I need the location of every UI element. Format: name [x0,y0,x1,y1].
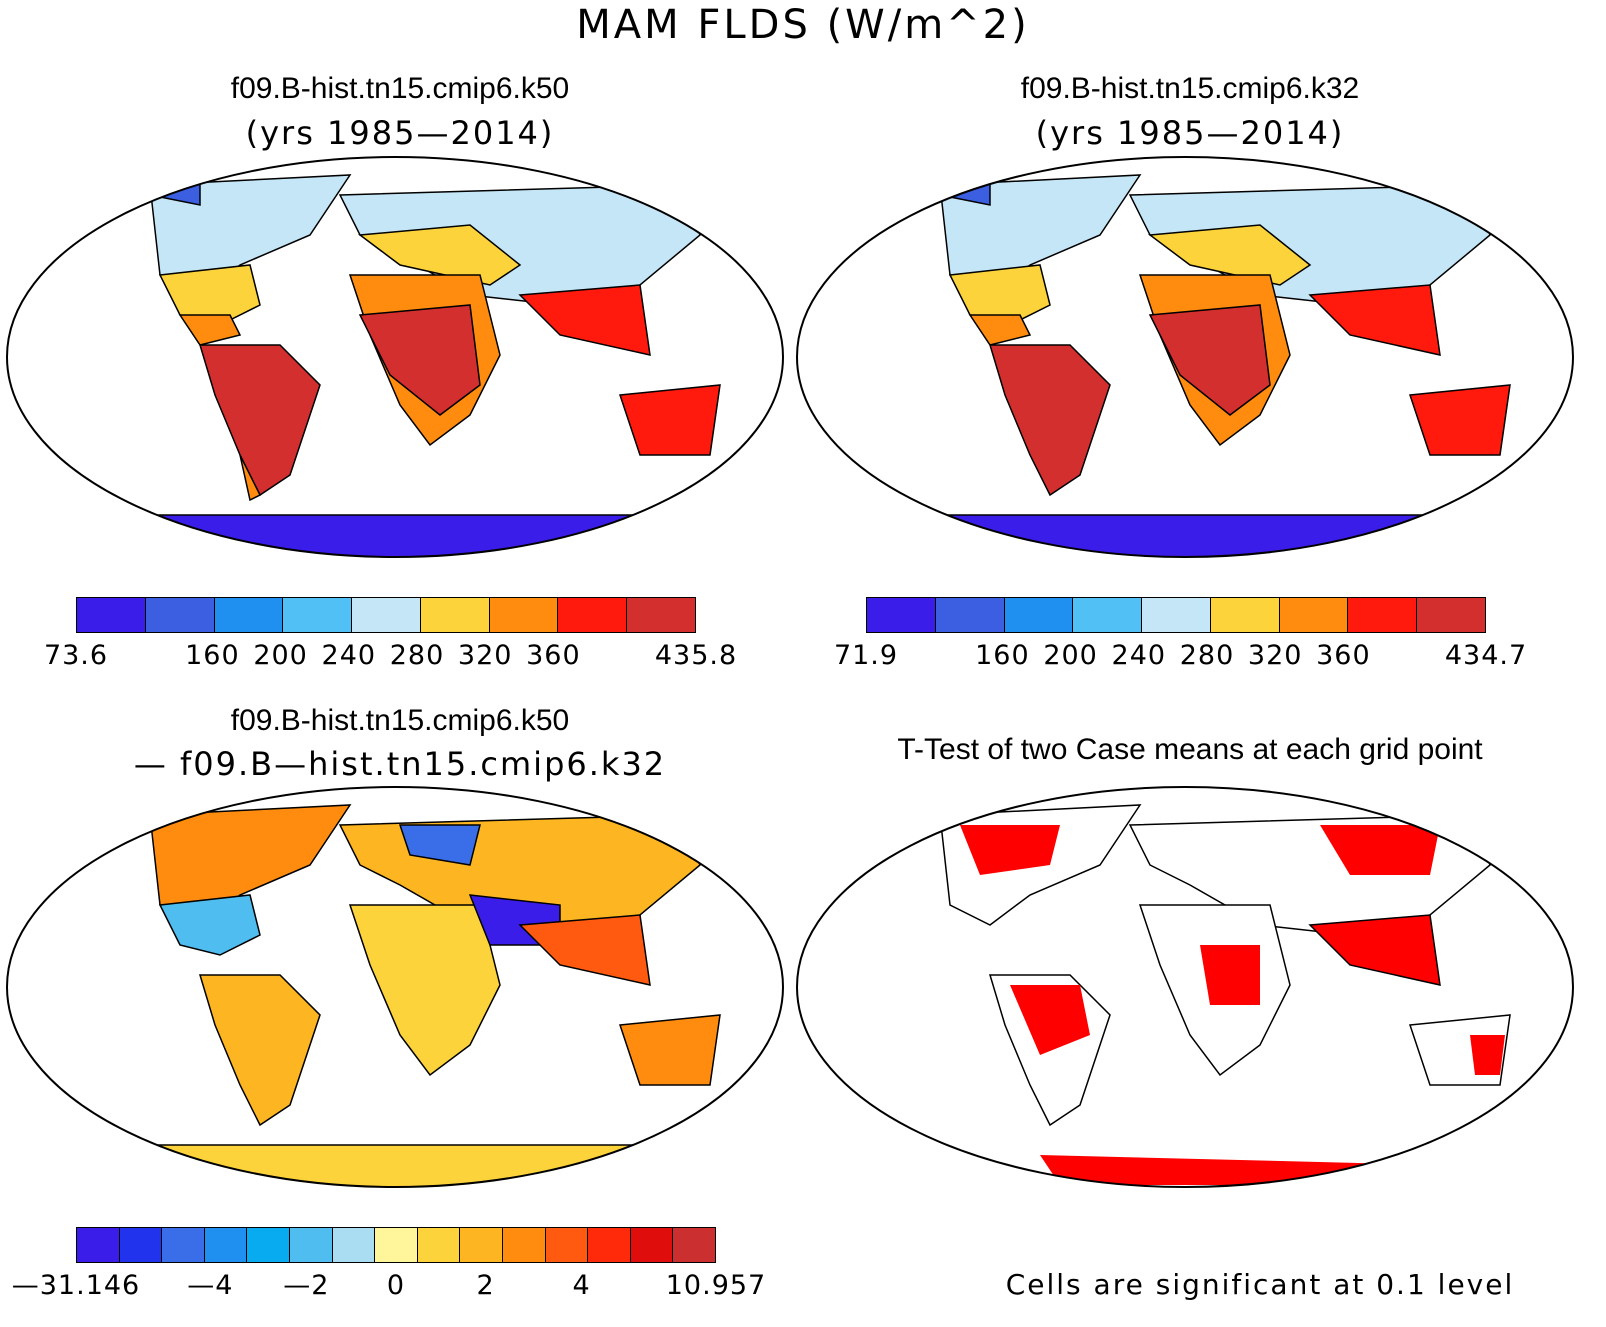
panel-subtitle-k50: (yrs 1985—2014) [245,114,555,152]
colorbar-swatch [417,1228,461,1262]
colorbar-tick-label: —2 [283,1270,330,1301]
colorbar-tick-label: 73.6 [43,640,109,671]
colorbar-tick-label: 200 [1043,640,1098,671]
colorbar-swatch [77,598,146,632]
colorbar-tick-label: —31.146 [11,1270,141,1301]
ttest-footnote: Cells are significant at 0.1 level [1005,1268,1515,1301]
colorbar-swatch [332,1228,376,1262]
colorbar-swatch [1073,598,1143,632]
colorbar-tick-label: 160 [185,640,240,671]
colorbar-swatch [214,598,284,632]
colorbar-swatch [247,1228,290,1262]
colorbar-swatch [145,598,215,632]
map-ttest [796,786,1574,1188]
colorbar-swatch [627,598,696,632]
colorbar-tick-label: —4 [187,1270,234,1301]
colorbar-tick-label: 320 [1247,640,1303,671]
panel-title-ttest: T-Test of two Case means at each grid po… [897,733,1483,766]
map-k50 [6,156,784,558]
colorbar-tick-label: 160 [975,640,1030,671]
colorbar-swatch [867,598,936,632]
colorbar-swatch [460,1228,503,1262]
colorbar-tick-label: 0 [386,1270,406,1301]
colorbar-swatch [1142,598,1211,632]
colorbar-swatch [489,598,559,632]
colorbar-tick-label: 280 [1179,640,1235,671]
colorbar-swatch [1210,598,1280,632]
colorbar-tick-label: 4 [572,1270,591,1301]
colorbar-swatch [558,598,628,632]
colorbar-swatch [502,1228,546,1262]
colorbar-swatch [352,598,421,632]
panel-title-diff: f09.B-hist.tn15.cmip6.k50 [230,704,570,737]
colorbar-tick-label: 71.9 [833,640,899,671]
colorbar-tick-label: 10.957 [665,1270,767,1301]
south-america [198,344,321,497]
colorbar-swatch [545,1228,589,1262]
colorbar-swatch [588,1228,631,1262]
antarctica [7,514,783,557]
colorbar-swatch [420,598,490,632]
map-k32 [796,156,1574,558]
panel-title-k32: f09.B-hist.tn15.cmip6.k32 [1020,72,1360,105]
colorbar-swatch [935,598,1005,632]
colorbar-tick-label: 320 [457,640,513,671]
colorbar-tick-label: 435.8 [654,640,738,671]
colorbar-swatch [283,598,353,632]
antarctica [797,514,1573,557]
map-diff [6,786,784,1188]
colorbar-tick-label: 434.7 [1444,640,1528,671]
colorbar-swatch [630,1228,674,1262]
colorbar-tick-label: 360 [1316,640,1371,671]
colorbar-tick-label: 280 [389,640,445,671]
colorbar-swatch [1417,598,1486,632]
colorbar-swatch [673,1228,715,1262]
panel-subtitle-diff: — f09.B—hist.tn15.cmip6.k32 [133,745,667,783]
colorbar-k50 [76,597,696,633]
colorbar-tick-label: 240 [1111,640,1167,671]
panel-title-k50: f09.B-hist.tn15.cmip6.k50 [230,72,570,105]
colorbar-tick-label: 240 [321,640,377,671]
colorbar-swatch [289,1228,333,1262]
colorbar-swatch [1348,598,1418,632]
colorbar-swatch [1004,598,1074,632]
figure-title: MAM FLDS (W/m^2) [576,2,1030,48]
colorbar-tick-label: 2 [476,1270,495,1301]
panel-subtitle-k32: (yrs 1985—2014) [1035,114,1345,152]
australia [618,384,721,456]
colorbar-diff [76,1227,716,1263]
colorbar-swatch [1279,598,1349,632]
colorbar-tick-label: 360 [526,640,581,671]
colorbar-tick-label: 200 [253,640,308,671]
colorbar-swatch [375,1228,418,1262]
south-asia [518,284,651,356]
colorbar-k32 [866,597,1486,633]
colorbar-swatch [162,1228,205,1262]
colorbar-swatch [77,1228,120,1262]
colorbar-swatch [204,1228,248,1262]
colorbar-swatch [119,1228,163,1262]
